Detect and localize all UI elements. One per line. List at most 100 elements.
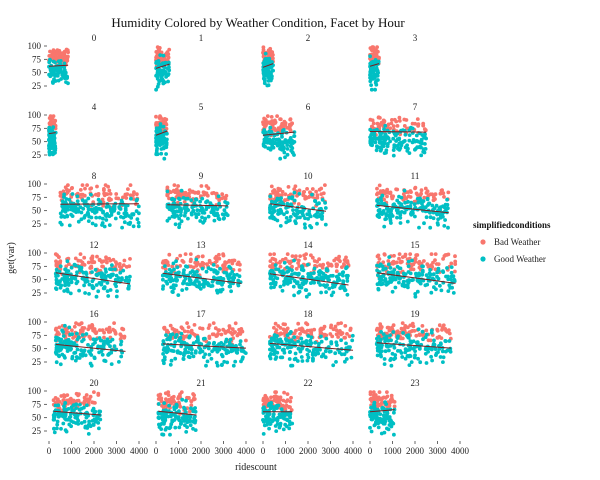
legend-label-bad-weather: Bad Weather bbox=[494, 237, 540, 247]
data-point bbox=[79, 421, 84, 425]
data-point bbox=[217, 281, 222, 285]
data-point bbox=[445, 197, 449, 202]
data-point bbox=[398, 349, 403, 353]
data-point bbox=[272, 252, 276, 256]
data-point bbox=[160, 432, 165, 437]
data-point bbox=[167, 403, 172, 408]
data-point bbox=[371, 390, 376, 394]
data-point bbox=[280, 189, 285, 194]
data-point bbox=[58, 348, 63, 352]
data-point bbox=[97, 257, 102, 262]
data-point bbox=[166, 72, 171, 76]
data-point bbox=[261, 71, 266, 76]
data-point bbox=[47, 60, 52, 65]
data-point bbox=[113, 282, 117, 286]
data-point bbox=[262, 128, 267, 132]
data-point bbox=[441, 269, 445, 273]
trend-line bbox=[55, 272, 131, 285]
data-point bbox=[267, 120, 272, 125]
data-point bbox=[215, 264, 220, 268]
data-point bbox=[163, 261, 168, 266]
data-point bbox=[61, 330, 65, 334]
data-point bbox=[286, 259, 291, 264]
data-point bbox=[336, 321, 341, 326]
data-point bbox=[204, 200, 208, 205]
data-point bbox=[397, 276, 402, 281]
data-point bbox=[409, 360, 414, 364]
data-point bbox=[114, 196, 119, 201]
data-point bbox=[309, 225, 314, 230]
data-point bbox=[194, 257, 199, 262]
data-point bbox=[446, 190, 451, 195]
facet-strip-label: 18 bbox=[304, 309, 314, 319]
trend-line bbox=[155, 130, 168, 136]
data-point bbox=[453, 254, 457, 259]
data-point bbox=[167, 426, 172, 431]
data-point bbox=[395, 208, 400, 213]
data-point bbox=[54, 263, 59, 268]
facet-strip-label: 8 bbox=[92, 171, 97, 181]
data-point bbox=[116, 276, 121, 280]
data-point bbox=[57, 325, 62, 330]
data-point bbox=[278, 209, 282, 214]
data-point bbox=[93, 223, 98, 228]
data-point bbox=[273, 217, 277, 222]
data-point bbox=[101, 259, 106, 264]
data-point bbox=[200, 254, 205, 259]
data-point bbox=[58, 194, 63, 198]
data-point bbox=[80, 333, 85, 337]
data-point bbox=[326, 261, 330, 266]
data-point bbox=[401, 281, 406, 285]
data-point bbox=[376, 145, 381, 150]
data-point bbox=[236, 283, 241, 288]
data-point bbox=[188, 282, 192, 286]
data-point bbox=[437, 206, 442, 211]
x-tick-label: 1000 bbox=[277, 446, 296, 456]
data-point bbox=[274, 403, 279, 408]
data-point bbox=[65, 204, 70, 209]
data-point bbox=[445, 266, 449, 270]
data-point bbox=[223, 260, 228, 265]
data-point bbox=[307, 342, 311, 347]
data-point bbox=[291, 212, 296, 216]
data-point bbox=[447, 283, 452, 288]
data-point bbox=[318, 283, 323, 287]
data-point bbox=[64, 276, 69, 281]
data-point bbox=[172, 211, 177, 216]
data-point bbox=[405, 149, 410, 153]
data-point bbox=[132, 190, 136, 195]
facet-panel-hour-8: 8 bbox=[58, 171, 141, 230]
data-point bbox=[274, 429, 279, 433]
data-point bbox=[201, 336, 206, 341]
data-point bbox=[397, 148, 402, 152]
data-point bbox=[70, 408, 74, 413]
data-point bbox=[438, 283, 442, 288]
data-point bbox=[375, 336, 379, 341]
data-point bbox=[212, 340, 217, 345]
data-point bbox=[388, 333, 392, 338]
data-point bbox=[288, 412, 293, 416]
data-point bbox=[368, 425, 372, 430]
data-point bbox=[127, 274, 132, 279]
data-point bbox=[221, 342, 226, 347]
data-point bbox=[453, 259, 458, 264]
data-point bbox=[99, 274, 104, 279]
data-point bbox=[295, 359, 300, 363]
data-point bbox=[75, 199, 80, 204]
data-point bbox=[287, 426, 292, 431]
data-point bbox=[178, 392, 182, 397]
data-point bbox=[64, 270, 69, 274]
data-point bbox=[75, 270, 79, 275]
data-point bbox=[230, 332, 235, 337]
data-point bbox=[92, 260, 97, 265]
data-point bbox=[82, 263, 87, 267]
data-point bbox=[420, 329, 425, 334]
data-point bbox=[382, 357, 387, 361]
data-point bbox=[203, 216, 208, 221]
data-point bbox=[123, 192, 128, 197]
data-point bbox=[182, 350, 187, 355]
data-point bbox=[177, 409, 181, 413]
data-point bbox=[281, 327, 286, 332]
y-tick-label: 75 bbox=[32, 261, 42, 271]
data-point bbox=[442, 195, 446, 199]
